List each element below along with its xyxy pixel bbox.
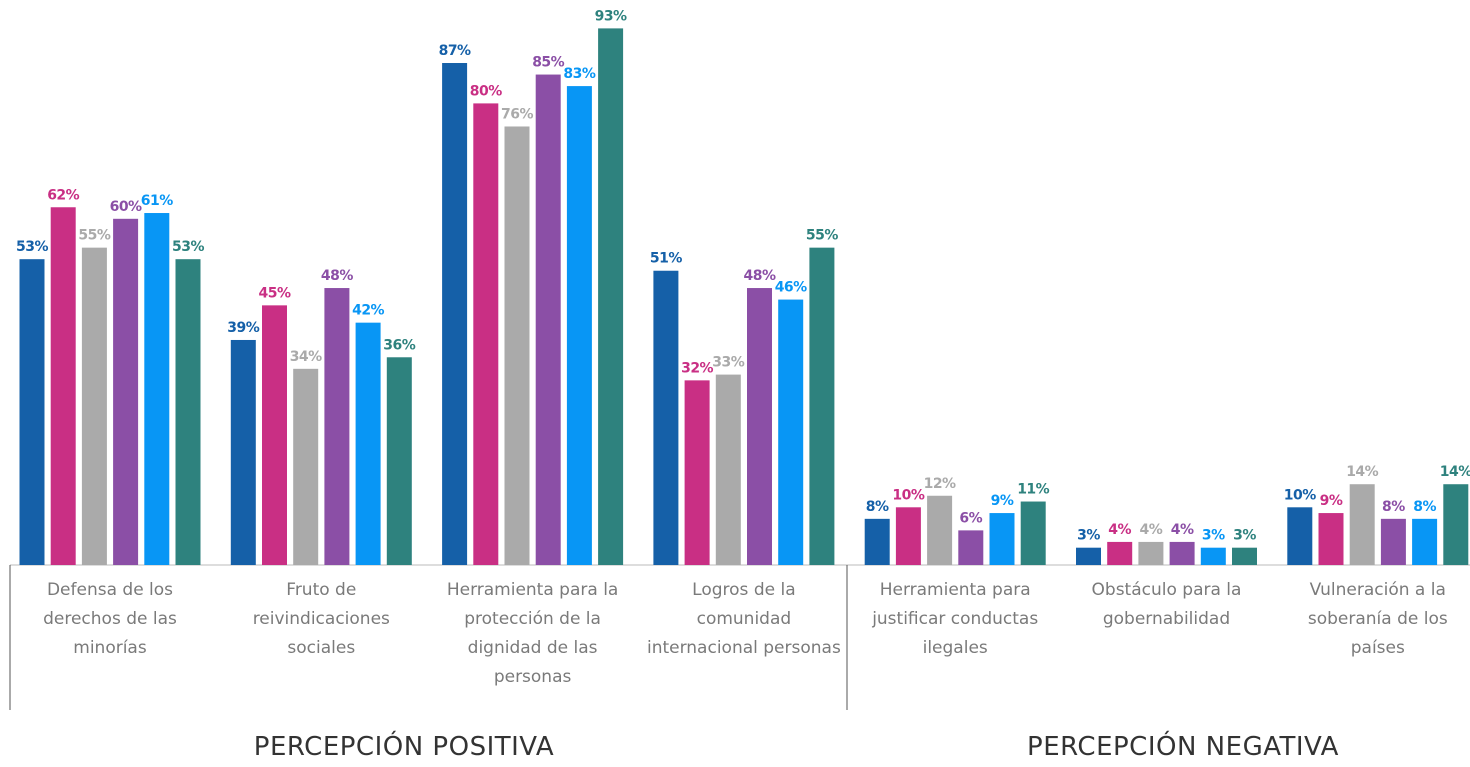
- value-label: 8%: [866, 499, 889, 515]
- bar: [144, 213, 170, 565]
- value-label: 53%: [172, 239, 204, 255]
- bar: [927, 495, 953, 565]
- bar: [50, 207, 76, 565]
- value-label: 85%: [532, 55, 564, 71]
- value-label: 46%: [775, 280, 807, 296]
- bar: [989, 513, 1015, 565]
- value-label: 8%: [1413, 499, 1436, 515]
- value-label: 4%: [1140, 522, 1163, 538]
- x-tick-label: Fruto de reivindicaciones sociales: [252, 580, 390, 658]
- bar: [1020, 501, 1046, 565]
- value-label: 3%: [1202, 528, 1225, 544]
- bar: [262, 305, 287, 565]
- bar: [1412, 518, 1438, 565]
- bar: [324, 288, 350, 565]
- value-label: 83%: [563, 66, 595, 82]
- value-label: 55%: [78, 228, 110, 244]
- value-label: 48%: [743, 268, 775, 284]
- value-label: 10%: [892, 487, 924, 503]
- x-tick-label: Herramienta para la protección de la dig…: [446, 580, 619, 687]
- bar: [1076, 547, 1101, 565]
- bar: [473, 103, 499, 566]
- bar: [504, 126, 530, 565]
- value-label: 9%: [1320, 493, 1343, 509]
- value-label: 61%: [141, 193, 173, 209]
- bar: [175, 259, 201, 565]
- value-label: 10%: [1284, 487, 1316, 503]
- bar: [747, 288, 772, 565]
- bar: [19, 259, 45, 565]
- group-label: PERCEPCIÓN NEGATIVA: [1027, 732, 1339, 762]
- bar: [1107, 541, 1133, 565]
- value-label: 6%: [959, 510, 982, 526]
- bar: [1349, 484, 1375, 565]
- bar: [653, 270, 679, 565]
- bar: [535, 74, 561, 566]
- value-label: 55%: [806, 228, 838, 244]
- value-label: 33%: [712, 355, 744, 371]
- bar: [293, 368, 319, 565]
- bar: [442, 63, 468, 565]
- value-label: 8%: [1382, 499, 1405, 515]
- bar: [715, 374, 741, 565]
- value-label: 3%: [1233, 528, 1256, 544]
- bar: [355, 322, 381, 565]
- bar: [1138, 541, 1164, 565]
- value-label: 12%: [924, 476, 956, 492]
- value-label: 4%: [1108, 522, 1131, 538]
- x-tick-label: Logros de la comunidad internacional per…: [646, 580, 841, 658]
- group-label: PERCEPCIÓN POSITIVA: [253, 732, 555, 762]
- value-label: 45%: [258, 285, 290, 301]
- value-label: 9%: [991, 493, 1014, 509]
- value-label: 60%: [110, 199, 142, 215]
- x-tick-label: Herramienta para justificar conductas il…: [872, 580, 1039, 658]
- value-label: 42%: [352, 303, 384, 319]
- bar: [1318, 513, 1344, 565]
- bar: [1443, 484, 1469, 565]
- x-tick-label: Vulneración a la soberanía de los países: [1307, 580, 1448, 658]
- value-label: 80%: [470, 83, 502, 99]
- value-label: 62%: [47, 187, 79, 203]
- value-label: 53%: [16, 239, 48, 255]
- value-label: 11%: [1017, 482, 1049, 498]
- bar: [113, 218, 139, 566]
- bar: [684, 380, 710, 565]
- value-label: 14%: [1440, 464, 1470, 480]
- value-label: 32%: [681, 360, 713, 376]
- value-label: 3%: [1077, 528, 1100, 544]
- value-label: 93%: [595, 8, 627, 24]
- x-tick-label: Obstáculo para la gobernabilidad: [1091, 580, 1242, 629]
- value-label: 39%: [227, 320, 259, 336]
- value-label: 51%: [650, 251, 682, 267]
- value-label: 48%: [321, 268, 353, 284]
- value-label: 36%: [383, 337, 415, 353]
- value-label: 14%: [1346, 464, 1378, 480]
- bar: [778, 299, 804, 565]
- value-label: 76%: [501, 106, 533, 122]
- bar: [864, 518, 890, 565]
- bar: [230, 339, 256, 565]
- bar: [895, 507, 921, 565]
- bar: [81, 247, 107, 565]
- value-label: 4%: [1171, 522, 1194, 538]
- bar: [1232, 547, 1257, 565]
- bar: [1287, 507, 1313, 565]
- value-label: 87%: [439, 43, 471, 59]
- bar: [566, 86, 592, 565]
- value-label: 34%: [290, 349, 322, 365]
- bar: [1200, 547, 1226, 565]
- bar: [1169, 541, 1195, 565]
- bar: [386, 357, 412, 565]
- bar: [598, 28, 624, 565]
- bar: [958, 530, 984, 565]
- x-tick-label: Defensa de los derechos de las minorías: [43, 580, 177, 658]
- bar: [809, 247, 835, 565]
- bar: [1380, 518, 1406, 565]
